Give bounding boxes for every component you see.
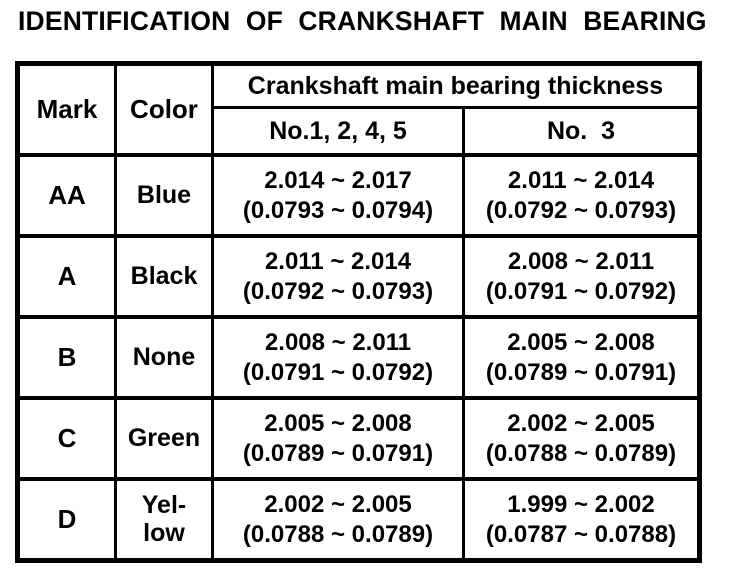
mark-value: A [16,234,117,319]
thickness-mm: 2.014 ~ 2.017 [264,166,412,194]
thickness-in: (0.0791 ~ 0.0792) [485,277,677,305]
thickness-mm: 2.008 ~ 2.011 [507,247,655,275]
thickness-1245-value: 2.014 ~ 2.017 (0.0793 ~ 0.0794) [211,153,465,238]
thickness-1245-value: 2.008 ~ 2.011 (0.0791 ~ 0.0792) [211,315,465,400]
thickness-1245-value: 2.002 ~ 2.005 (0.0788 ~ 0.0789) [211,477,465,562]
color-value: Blue [114,153,214,238]
thickness-3-value: 1.999 ~ 2.002 (0.0787 ~ 0.0788) [462,477,701,562]
thickness-3-value: 2.008 ~ 2.011 (0.0791 ~ 0.0792) [462,234,701,319]
header-row-sub: No.1, 2, 4, 5 No. 3 [18,106,701,157]
thickness-in: (0.0789 ~ 0.0791) [242,439,434,467]
mark-value: C [16,396,117,481]
mark-value: D [16,477,117,562]
thickness-in: (0.0791 ~ 0.0792) [242,358,434,386]
mark-value: B [16,315,117,400]
thickness-3-value: 2.002 ~ 2.005 (0.0788 ~ 0.0789) [462,396,701,481]
thickness-in: (0.0789 ~ 0.0791) [485,358,677,386]
color-value: Black [114,234,214,319]
column-header-color: Color [114,62,214,157]
header-row-group: Mark Color Crankshaft main bearing thick… [16,62,701,157]
table-row: A Black 2.011 ~ 2.014 (0.0792 ~ 0.0793) … [16,234,701,319]
color-value: Green [114,396,214,481]
bearing-thickness-table: Mark Color Crankshaft main bearing thick… [15,61,702,563]
table-row: C Green 2.005 ~ 2.008 (0.0789 ~ 0.0791) … [16,396,701,481]
color-value: Yel- low [114,477,214,562]
thickness-in: (0.0787 ~ 0.0788) [485,520,677,548]
bearing-table-container: Mark Color Crankshaft main bearing thick… [15,61,702,563]
thickness-in: (0.0788 ~ 0.0789) [485,439,677,467]
page-title: IDENTIFICATION OF CRANKSHAFT MAIN BEARIN… [18,6,707,36]
table-row: AA Blue 2.014 ~ 2.017 (0.0793 ~ 0.0794) … [16,153,701,238]
thickness-in: (0.0793 ~ 0.0794) [242,196,434,224]
thickness-mm: 2.005 ~ 2.008 [264,409,412,437]
thickness-in: (0.0792 ~ 0.0793) [242,277,434,305]
table-row: B None 2.008 ~ 2.011 (0.0791 ~ 0.0792) 2… [16,315,701,400]
thickness-mm: 2.002 ~ 2.005 [507,409,655,437]
thickness-mm: 2.002 ~ 2.005 [264,490,412,518]
column-header-thickness-group: Crankshaft main bearing thickness [211,62,701,109]
thickness-mm: 2.011 ~ 2.014 [507,166,655,194]
column-header-mark: Mark [16,62,117,157]
thickness-in: (0.0792 ~ 0.0793) [485,196,677,224]
mark-value: AA [16,153,117,238]
table-row: D Yel- low 2.002 ~ 2.005 (0.0788 ~ 0.078… [16,477,701,562]
thickness-3-value: 2.005 ~ 2.008 (0.0789 ~ 0.0791) [462,315,701,400]
thickness-1245-value: 2.005 ~ 2.008 (0.0789 ~ 0.0791) [211,396,465,481]
thickness-3-value: 2.011 ~ 2.014 (0.0792 ~ 0.0793) [462,153,701,238]
thickness-mm: 2.008 ~ 2.011 [264,328,412,356]
thickness-mm: 1.999 ~ 2.002 [507,490,655,518]
thickness-mm: 2.005 ~ 2.008 [507,328,655,356]
color-value: None [114,315,214,400]
thickness-mm: 2.011 ~ 2.014 [264,247,412,275]
thickness-1245-value: 2.011 ~ 2.014 (0.0792 ~ 0.0793) [211,234,465,319]
column-header-journals-1245: No.1, 2, 4, 5 [211,106,465,157]
thickness-in: (0.0788 ~ 0.0789) [242,520,434,548]
column-header-journal-3: No. 3 [462,106,701,157]
